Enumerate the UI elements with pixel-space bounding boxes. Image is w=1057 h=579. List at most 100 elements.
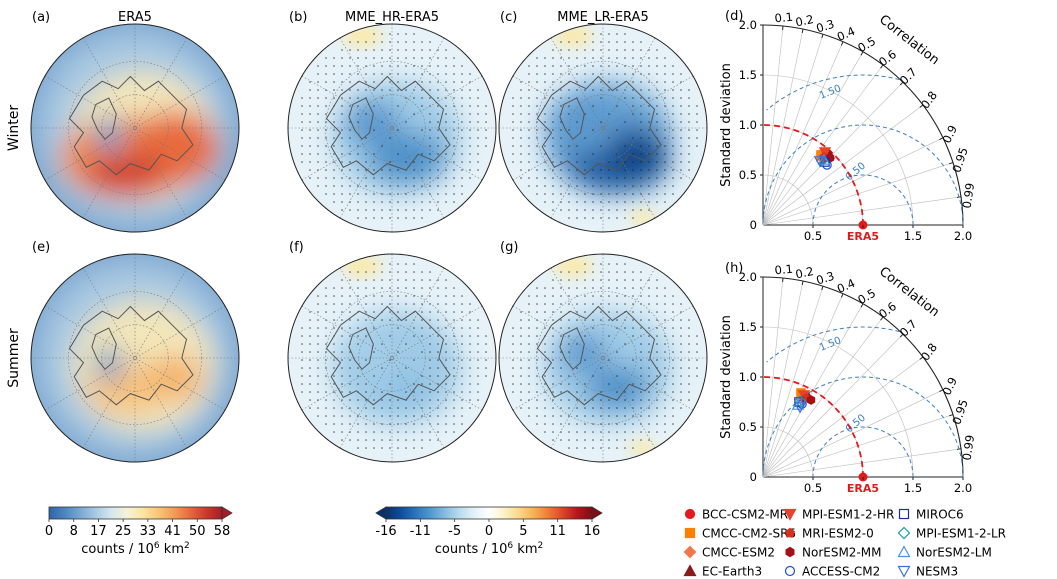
correlation-tick-label: 0.9: [939, 123, 960, 146]
std-y-tick: 2.0: [739, 270, 757, 284]
taylor-panel-label: (d): [725, 9, 743, 24]
taylor-diagrams: 0.1 0.2 0.30.40.50.60.70.80.90.950.99Corre…: [719, 9, 977, 495]
colorbar-label: counts / 106 km2: [435, 541, 543, 557]
colorbar-bias: -16 -11 -5 0 5 11 16 counts / 106 km2: [375, 506, 603, 557]
model-point-noresm2-lm: [817, 153, 831, 165]
legend-marker: [785, 546, 795, 558]
legend-label: CMCC-ESM2: [702, 546, 775, 560]
panel-label: (c): [500, 10, 517, 25]
std-x-tick: 1.5: [904, 229, 922, 243]
panel-label: (g): [500, 240, 518, 255]
rms-label: 1.50: [818, 335, 843, 354]
taylor-diagram-d: 0.1 0.2 0.30.40.50.60.70.80.90.950.99Corre…: [719, 9, 977, 243]
reference-label: ERA5: [847, 230, 879, 243]
correlation-tick-label: 0.7: [897, 65, 920, 88]
legend-label: BCC-CSM2-MR: [702, 508, 788, 522]
colorbar-tick: 0: [485, 524, 493, 539]
panel-label: (e): [32, 240, 50, 255]
colorbar-tick: 16: [584, 524, 601, 539]
legend-item-access-cm2: ACCESS-CM2: [784, 565, 880, 579]
legend-label: CMCC-CM2-SR5: [702, 527, 796, 541]
colorbar-tick: 17: [90, 524, 107, 539]
season-label-summer: Summer: [6, 328, 22, 388]
legend-label: MPI-ESM1-2-HR: [802, 508, 894, 522]
colorbar-tick: 8: [70, 524, 78, 539]
map-panel-c: (c) MME_LR-ERA5: [498, 10, 708, 233]
correlation-tick-label: 0.2: [794, 12, 815, 29]
legend-marker: [683, 564, 697, 577]
std-y-tick: 2.0: [739, 18, 757, 32]
std-y-tick: 1.5: [739, 68, 757, 82]
std-y-tick: 0.5: [739, 168, 757, 182]
legend-item-cmcc-esm2: CMCC-ESM2: [683, 546, 775, 560]
std-y-tick: 1.0: [739, 118, 757, 132]
colorbar-label: counts / 106 km2: [81, 541, 189, 557]
std-y-tick: 1.0: [739, 370, 757, 384]
colorbar-tick: 33: [140, 524, 157, 539]
colorbar-tick: -11: [410, 524, 431, 539]
colorbar-tick: -5: [448, 524, 461, 539]
colorbar-tick: -16: [375, 524, 396, 539]
panel-title: ERA5: [118, 10, 152, 25]
correlation-tick-label: 0.1: [774, 10, 794, 26]
correlation-tick-label: 0.6: [876, 299, 899, 321]
colorbar-tick: 11: [549, 524, 566, 539]
rms-contour: [762, 124, 964, 226]
legend-label: MIROC6: [916, 508, 964, 522]
std-origin-tick: 0: [750, 470, 757, 484]
taylor-diagram-h: 0.1 0.2 0.30.40.50.60.70.80.90.950.99Corre…: [719, 261, 977, 495]
map-panel-g: (g): [498, 240, 708, 463]
correlation-tick-label: 0.3: [814, 269, 836, 288]
legend-marker: [684, 527, 696, 539]
model-point-mpi-esm1-2-lr: [793, 394, 807, 408]
panel-title: MME_HR-ERA5: [345, 10, 439, 25]
legend-label: MPI-ESM1-2-LR: [916, 527, 1006, 541]
correlation-tick-label: 0.4: [835, 24, 857, 44]
correlation-tick-label: 0.5: [855, 34, 878, 55]
reference-label: ERA5: [847, 482, 879, 495]
legend-marker: [897, 545, 911, 558]
rms-contour: [766, 326, 900, 363]
std-axis-label: Standard deviation: [719, 315, 734, 439]
legend-item-bcc-csm2-mr: BCC-CSM2-MR: [684, 508, 788, 522]
correlation-tick-label: 0.7: [897, 317, 920, 340]
correlation-tick-label: 0.5: [855, 286, 878, 307]
legend-marker: [897, 565, 911, 578]
map-panel-b: (b) MME_HR-ERA5: [287, 10, 497, 233]
correlation-tick-label: 0.8: [918, 340, 940, 363]
std-x-tick: 1.5: [904, 481, 922, 495]
colorbar-tick: 58: [214, 524, 231, 539]
legend-label: MRI-ESM2-0: [802, 527, 874, 541]
map-panels: Winter (a) ERA5 (b) MME_HR-ERA5 (c) MME_LR-ERA…: [6, 10, 708, 463]
legend-marker: [784, 527, 796, 538]
model-point-nesm3: [813, 156, 827, 168]
model-point-access-cm2: [822, 160, 832, 170]
correlation-tick-label: 0.3: [814, 17, 836, 36]
legend-marker: [898, 508, 910, 520]
correlation-tick-label: 0.9: [939, 375, 960, 398]
std-y-tick: 1.5: [739, 320, 757, 334]
correlation-tick-label: 0.2: [794, 264, 815, 281]
model-point-mpi-esm1-2-hr: [818, 147, 832, 159]
colorbar-tick: 41: [164, 524, 181, 539]
map-panel-f: (f): [287, 240, 497, 463]
colorbar-tick: 25: [115, 524, 132, 539]
rms-contour: [812, 426, 914, 477]
model-point-noresm2-mm: [806, 395, 816, 405]
legend-label: NorESM2-MM: [802, 546, 881, 560]
correlation-tick-label: 0.95: [949, 146, 970, 175]
legend-item-mri-esm2-0: MRI-ESM2-0: [784, 527, 874, 541]
legend-marker: [783, 508, 797, 521]
legend-label: EC-Earth3: [702, 565, 762, 579]
reference-std-arc: [762, 124, 864, 226]
season-label-winter: Winter: [6, 105, 22, 151]
legend-label: NorESM2-LM: [916, 546, 992, 560]
model-point-mpi-esm1-2-lr: [815, 154, 829, 168]
correlation-tick-label: 0.1: [774, 262, 794, 278]
correlation-tick-label: 0.99: [960, 434, 977, 461]
colorbar-tick: 50: [189, 524, 206, 539]
legend-item-miroc6: MIROC6: [898, 508, 964, 522]
legend-marker: [897, 526, 911, 540]
legend-marker: [684, 508, 696, 520]
